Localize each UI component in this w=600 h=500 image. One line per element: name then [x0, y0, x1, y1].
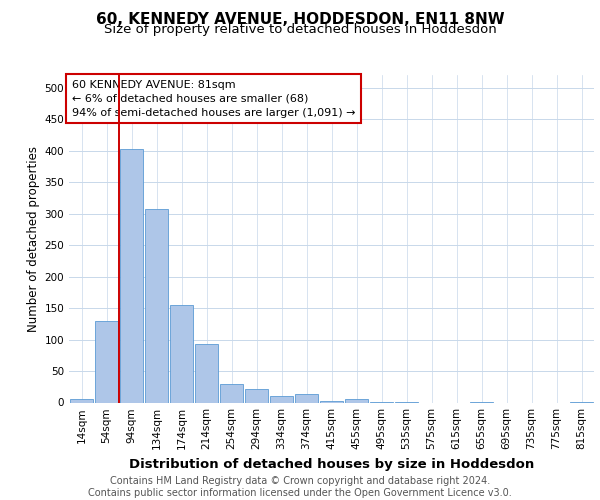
- Bar: [344, 400, 368, 402]
- Bar: [295, 394, 319, 402]
- Bar: [245, 388, 268, 402]
- Bar: [269, 396, 293, 402]
- Bar: [70, 400, 94, 402]
- Bar: [194, 344, 218, 403]
- Bar: [145, 209, 169, 402]
- Bar: [320, 401, 343, 402]
- Bar: [119, 150, 143, 402]
- X-axis label: Distribution of detached houses by size in Hoddesdon: Distribution of detached houses by size …: [129, 458, 534, 471]
- Y-axis label: Number of detached properties: Number of detached properties: [27, 146, 40, 332]
- Text: Size of property relative to detached houses in Hoddesdon: Size of property relative to detached ho…: [104, 24, 496, 36]
- Text: Contains HM Land Registry data © Crown copyright and database right 2024.
Contai: Contains HM Land Registry data © Crown c…: [88, 476, 512, 498]
- Bar: [170, 305, 193, 402]
- Text: 60 KENNEDY AVENUE: 81sqm
← 6% of detached houses are smaller (68)
94% of semi-de: 60 KENNEDY AVENUE: 81sqm ← 6% of detache…: [71, 80, 355, 118]
- Text: 60, KENNEDY AVENUE, HODDESDON, EN11 8NW: 60, KENNEDY AVENUE, HODDESDON, EN11 8NW: [95, 12, 505, 28]
- Bar: [95, 320, 118, 402]
- Bar: [220, 384, 244, 402]
